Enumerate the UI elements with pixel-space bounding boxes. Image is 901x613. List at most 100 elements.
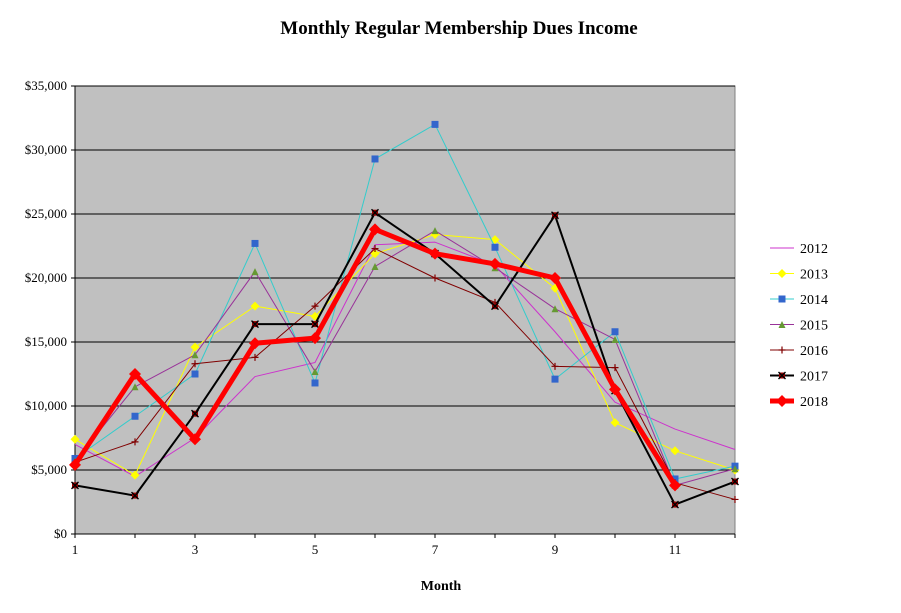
x-tick-label: 7 [432,542,439,557]
data-point [609,383,621,396]
series-lines [69,120,740,509]
data-point [776,395,788,407]
data-point [671,500,679,509]
data-point [611,364,619,372]
data-point [309,332,321,345]
data-point [778,321,786,328]
data-point [371,155,379,163]
legend-item-2016: 2016 [770,344,828,359]
y-tick-label: $0 [54,526,67,541]
data-point [311,367,319,375]
data-point [191,409,199,418]
data-point [551,375,559,383]
data-point [370,249,380,259]
legend-label: 2016 [800,344,828,359]
data-point [431,120,439,128]
y-tick-label: $30,000 [25,142,67,157]
data-point [731,477,739,486]
data-point [491,302,499,311]
data-point [489,257,501,270]
data-point [731,465,739,473]
x-tick-label: 3 [192,542,199,557]
data-point [251,320,259,329]
plot-area [74,85,736,535]
x-tick-label: 5 [312,542,319,557]
data-point [431,227,439,235]
data-point [131,383,139,391]
y-tick-label: $5,000 [31,462,67,477]
data-point [610,418,620,428]
legend: 2012 2013 2014 2015 2016 2017 2018 [770,242,828,410]
data-point [551,211,559,220]
legend-item-2014: 2014 [770,293,828,308]
x-tick-label: 11 [669,542,682,557]
data-point [777,269,787,278]
data-point [191,351,199,359]
data-point [71,481,79,490]
data-point [611,328,619,336]
y-tick-label: $20,000 [25,270,67,285]
x-axis-title: Month [421,579,462,594]
legend-label: 2018 [800,395,828,410]
data-point [251,268,259,276]
axes: $0 $5,000 $10,000 $15,000 $20,000 $25,000 $30,… [25,78,736,557]
legend-item-2012: 2012 [770,242,828,257]
chart-title: Monthly Regular Membership Dues Income [280,18,637,39]
series-line [74,123,736,480]
data-point [669,479,681,492]
data-point [131,491,139,500]
data-point [778,371,786,380]
data-point [731,495,739,503]
data-point [611,335,619,343]
x-tick-label: 1 [72,542,79,557]
data-point [251,239,259,247]
data-point [70,434,80,444]
data-point [311,320,319,329]
legend-label: 2013 [800,268,828,283]
plot-background [74,85,736,535]
data-point [491,243,499,251]
data-point [670,446,680,456]
data-point [549,272,561,284]
data-point [671,475,679,483]
data-point [778,295,786,303]
legend-item-2017: 2017 [770,370,828,385]
legend-label: 2015 [800,319,828,334]
data-point [189,433,201,446]
y-tick-label: $25,000 [25,206,67,221]
series-2018 [69,223,681,492]
series-line [74,230,736,486]
legend-label: 2012 [800,242,828,257]
data-point [249,337,261,350]
series-line [74,248,736,500]
legend-label: 2014 [800,293,828,308]
legend-label: 2017 [800,370,828,385]
data-point [131,412,139,420]
data-point [251,353,259,361]
data-point [371,208,379,217]
data-point [371,262,379,270]
data-point [69,458,81,471]
data-point [131,438,139,446]
data-point [311,302,319,310]
x-tick-label: 9 [552,542,559,557]
data-point [369,223,381,236]
legend-item-2013: 2013 [770,268,828,283]
data-point [190,342,200,352]
data-point [250,301,260,311]
legend-item-2018: 2018 [770,395,828,410]
data-point [429,247,441,260]
data-point [371,245,379,253]
data-point [778,346,786,354]
legend-item-2015: 2015 [770,319,828,334]
data-point [191,360,199,368]
y-tick-label: $15,000 [25,334,67,349]
y-tick-label: $10,000 [25,398,67,413]
data-point [551,362,559,370]
data-point [431,274,439,282]
data-point [130,470,140,480]
data-point [551,305,559,313]
data-point [311,379,319,387]
y-tick-label: $35,000 [25,78,67,93]
